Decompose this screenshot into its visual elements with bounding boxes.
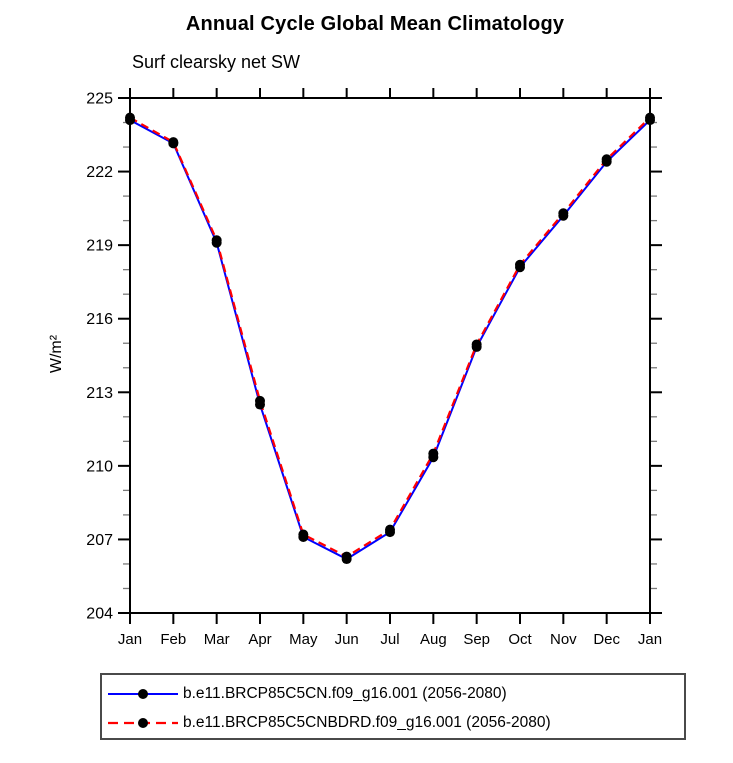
svg-text:207: 207 (86, 532, 113, 549)
series-line-1 (129, 119, 651, 561)
legend-label: b.e11.BRCP85C5CN.f09_g16.001 (2056-2080) (183, 684, 507, 702)
x-axis-ticks (129, 88, 651, 624)
plot-border (129, 97, 651, 614)
svg-text:Apr: Apr (248, 631, 271, 648)
svg-text:Nov: Nov (550, 631, 577, 648)
legend-line-sample-solid (108, 688, 178, 699)
svg-text:Sep: Sep (463, 631, 490, 648)
y-axis-tick-labels: 204 207 210 213 216 219 222 225 (86, 91, 113, 623)
svg-text:Dec: Dec (593, 631, 620, 648)
svg-text:216: 216 (86, 311, 113, 328)
svg-text:Mar: Mar (204, 631, 230, 648)
svg-text:225: 225 (86, 91, 113, 108)
legend-label: b.e11.BRCP85C5CNBDRD.f09_g16.001 (2056-2… (183, 713, 551, 731)
legend-item-series-2: b.e11.BRCP85C5CNBDRD.f09_g16.001 (2056-2… (102, 708, 684, 737)
svg-text:Aug: Aug (420, 631, 447, 648)
legend-item-series-1: b.e11.BRCP85C5CN.f09_g16.001 (2056-2080) (102, 679, 684, 708)
y-axis-minor-ticks (123, 121, 657, 590)
svg-text:May: May (289, 631, 318, 648)
svg-text:210: 210 (86, 458, 113, 475)
svg-text:204: 204 (86, 606, 113, 623)
x-axis-tick-labels: Jan Feb Mar Apr May Jun Jul Aug Sep Oct Nov Dec Jan (118, 631, 662, 648)
series-line-2 (129, 116, 651, 558)
svg-text:219: 219 (86, 238, 113, 255)
data-point-markers (125, 112, 655, 565)
svg-text:Jul: Jul (380, 631, 399, 648)
svg-text:213: 213 (86, 385, 113, 402)
y-axis-major-ticks (118, 97, 662, 614)
legend-marker-dot (138, 688, 148, 699)
chart-title: Annual Cycle Global Mean Climatology (185, 13, 565, 35)
svg-text:Jan: Jan (118, 631, 142, 648)
legend: b.e11.BRCP85C5CN.f09_g16.001 (2056-2080)… (100, 673, 686, 740)
svg-text:Jan: Jan (638, 631, 662, 648)
legend-marker-dot (138, 717, 148, 728)
svg-text:Oct: Oct (508, 631, 532, 648)
legend-line-sample-dashed (108, 717, 178, 728)
svg-text:Jun: Jun (335, 631, 359, 648)
chart-subtitle: Surf clearsky net SW (132, 52, 301, 72)
svg-text:Feb: Feb (160, 631, 186, 648)
svg-text:222: 222 (86, 164, 113, 181)
